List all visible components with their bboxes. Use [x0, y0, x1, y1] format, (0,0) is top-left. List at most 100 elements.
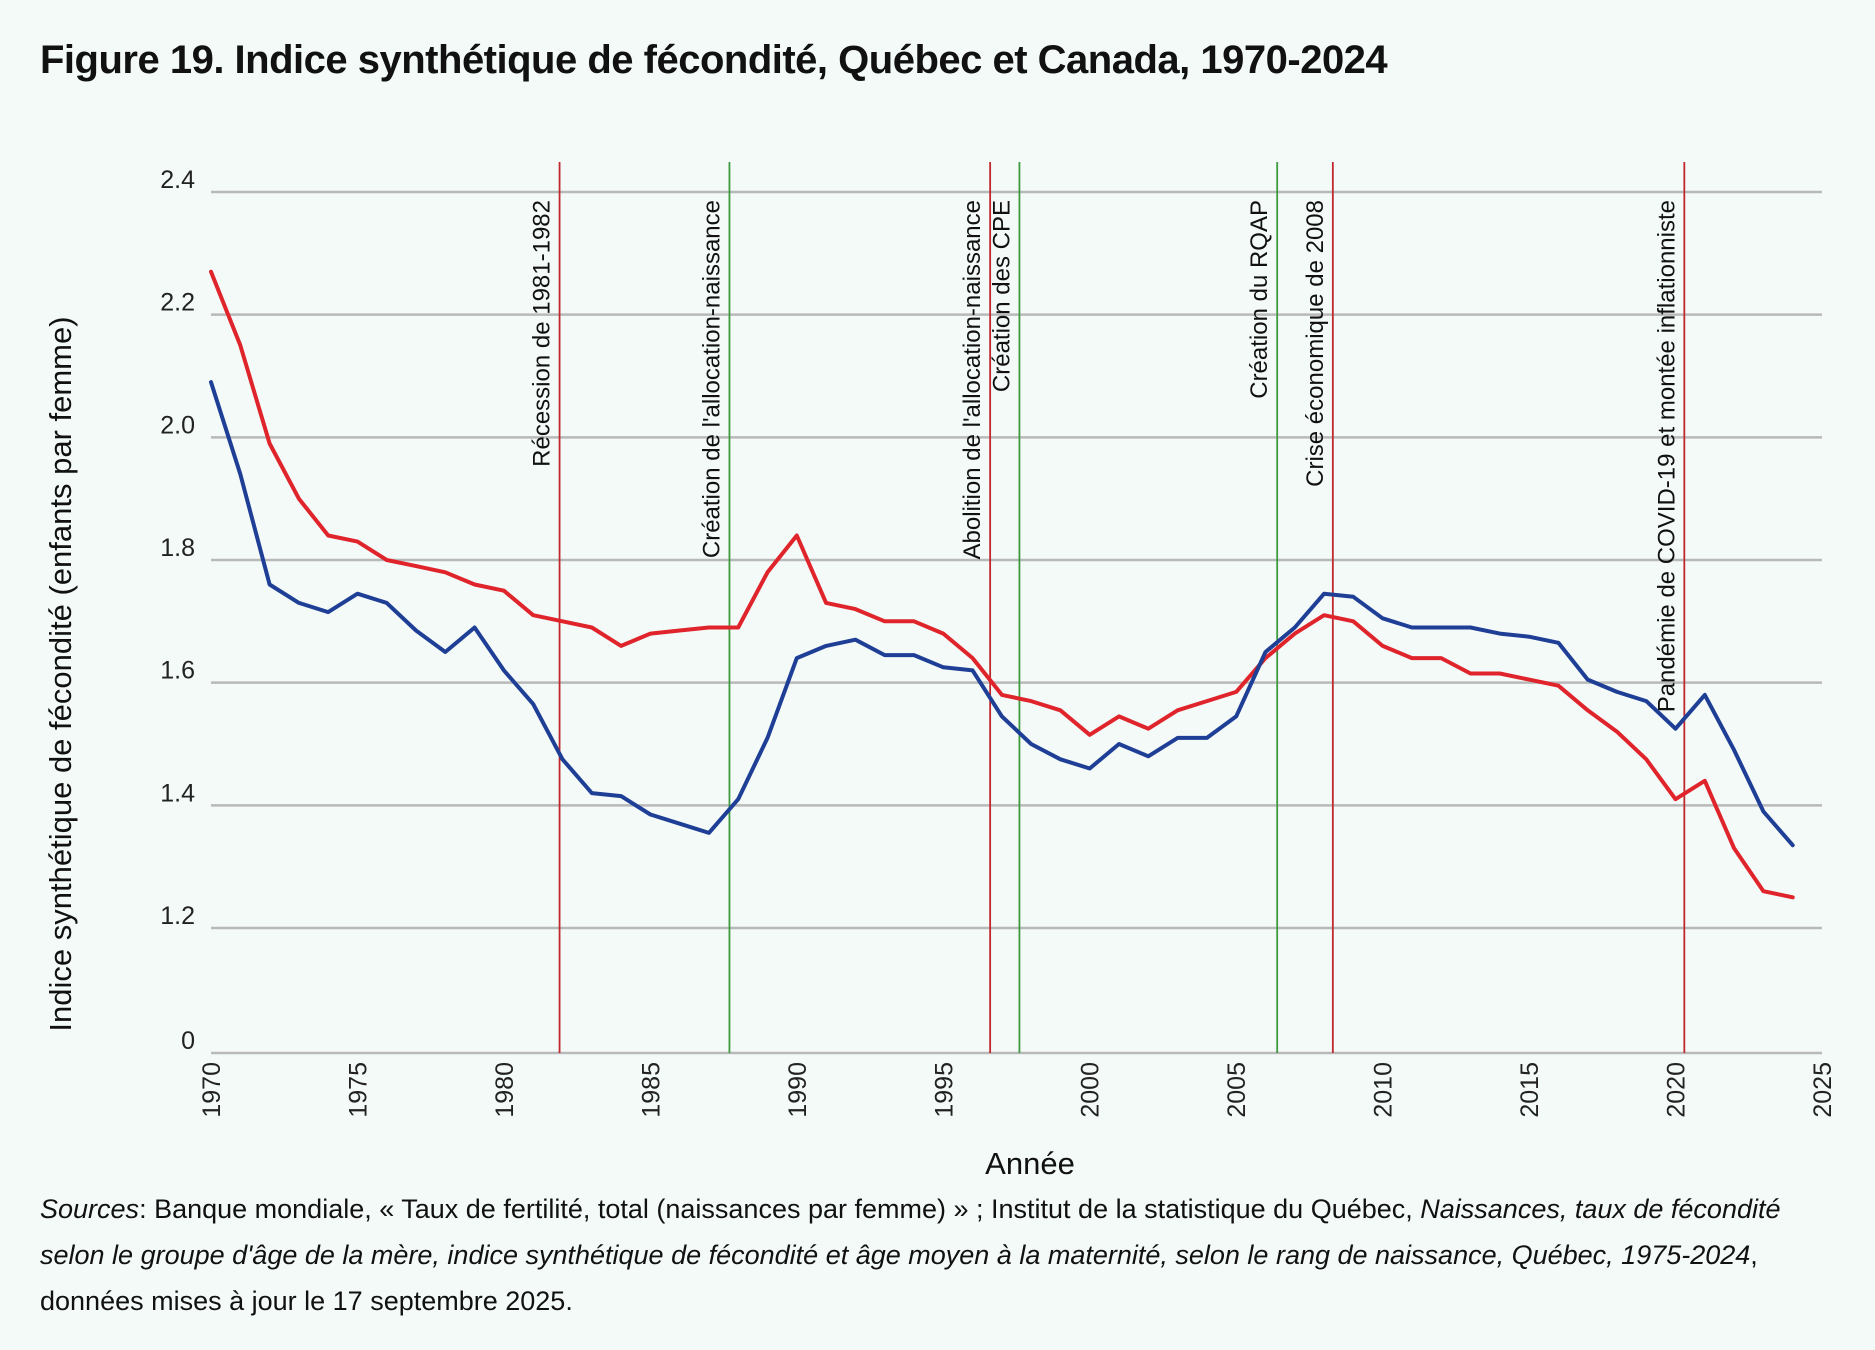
data-point — [912, 653, 916, 657]
data-point — [1732, 748, 1736, 752]
data-point — [326, 533, 330, 537]
data-point — [1498, 671, 1502, 675]
data-point — [238, 472, 242, 476]
sources-text-1: : Banque mondiale, « Taux de fertilité, … — [139, 1194, 1421, 1224]
x-tick-label: 2015 — [1516, 1062, 1544, 1118]
data-point — [1205, 736, 1209, 740]
data-point — [1586, 708, 1590, 712]
data-point — [1117, 714, 1121, 718]
data-point — [297, 601, 301, 605]
data-point — [1176, 736, 1180, 740]
data-point — [619, 644, 623, 648]
event-lines: Récession de 1981-1982 Création de l'allo… — [529, 162, 1686, 1053]
event-label-1: Création de l'allocation-naissance — [698, 200, 725, 558]
event-label-6: Pandémie de COVID-19 et montée inflation… — [1653, 200, 1680, 712]
data-point — [648, 632, 652, 636]
data-point — [1410, 625, 1414, 629]
data-point — [1703, 693, 1707, 697]
data-point — [1761, 809, 1765, 813]
data-point — [1058, 757, 1062, 761]
data-point — [1322, 613, 1326, 617]
data-point — [1410, 656, 1414, 660]
event-label-3: Création des CPE — [988, 200, 1015, 392]
data-point — [326, 610, 330, 614]
data-point — [736, 797, 740, 801]
x-tick-label: 2005 — [1223, 1062, 1251, 1118]
data-point — [502, 668, 506, 672]
data-point — [1644, 699, 1648, 703]
data-point — [473, 625, 477, 629]
data-point — [1322, 592, 1326, 596]
data-point — [473, 583, 477, 587]
data-point — [1351, 595, 1355, 599]
data-point — [1527, 678, 1531, 682]
x-tick-labels: 1970 1975 1980 1985 1990 1995 2000 2005 2010 2015… — [198, 1062, 1837, 1118]
x-tick-label: 1990 — [784, 1062, 812, 1118]
data-point — [853, 607, 857, 611]
event-label-4: Création du RQAP — [1246, 200, 1273, 399]
data-point — [1615, 730, 1619, 734]
data-point — [1117, 742, 1121, 746]
data-point — [912, 619, 916, 623]
data-point — [707, 625, 711, 629]
y-tick-label: 1.2 — [160, 902, 195, 930]
series-lines — [209, 269, 1795, 900]
data-point — [766, 570, 770, 574]
data-point — [1644, 757, 1648, 761]
event-label-2: Abolition de l'allocation-naissance — [959, 200, 986, 559]
data-point — [824, 644, 828, 648]
data-point — [1293, 625, 1297, 629]
data-point — [941, 665, 945, 669]
y-tick-label: 1.6 — [160, 657, 195, 685]
data-point — [531, 702, 535, 706]
x-tick-label: 1980 — [491, 1062, 519, 1118]
sources-note: Sources: Banque mondiale, « Taux de fert… — [40, 1186, 1850, 1324]
y-tick-label: 1.4 — [160, 779, 195, 807]
data-point — [824, 601, 828, 605]
x-tick-label: 1975 — [344, 1062, 372, 1118]
y-tick-label: 2.2 — [160, 289, 195, 317]
data-point — [1381, 616, 1385, 620]
data-point — [1029, 742, 1033, 746]
data-point — [502, 589, 506, 593]
y-tick-labels: 2.4 2.2 2.0 1.8 1.6 1.4 1.2 0 — [160, 166, 195, 1055]
data-point — [590, 791, 594, 795]
data-point — [355, 592, 359, 596]
data-point — [355, 540, 359, 544]
data-point — [1146, 727, 1150, 731]
data-point — [414, 629, 418, 633]
data-point — [1703, 779, 1707, 783]
data-point — [1000, 693, 1004, 697]
data-point — [443, 650, 447, 654]
data-point — [1381, 644, 1385, 648]
event-label-5: Crise économique de 2008 — [1302, 200, 1329, 487]
data-point — [883, 653, 887, 657]
x-tick-label: 2000 — [1077, 1062, 1105, 1118]
data-point — [1088, 733, 1092, 737]
data-point — [385, 558, 389, 562]
data-point — [1293, 632, 1297, 636]
data-point — [766, 736, 770, 740]
data-point — [531, 613, 535, 617]
data-point — [1058, 708, 1062, 712]
data-point — [1761, 889, 1765, 893]
data-point — [1176, 708, 1180, 712]
data-point — [941, 632, 945, 636]
data-point — [1088, 767, 1092, 771]
data-point — [1205, 699, 1209, 703]
data-point — [238, 343, 242, 347]
x-tick-label: 2025 — [1809, 1062, 1837, 1118]
sources-text-2: , données mises à jour le 17 septembre 2… — [40, 1240, 1758, 1316]
data-point — [1615, 690, 1619, 694]
event-label-0: Récession de 1981-1982 — [529, 200, 556, 467]
data-point — [1469, 625, 1473, 629]
data-point — [1469, 671, 1473, 675]
data-point — [385, 601, 389, 605]
data-point — [1439, 625, 1443, 629]
data-point — [619, 794, 623, 798]
data-point — [853, 638, 857, 642]
x-tick-label: 1985 — [637, 1062, 665, 1118]
data-point — [795, 656, 799, 660]
y-tick-label: 0 — [181, 1027, 195, 1055]
